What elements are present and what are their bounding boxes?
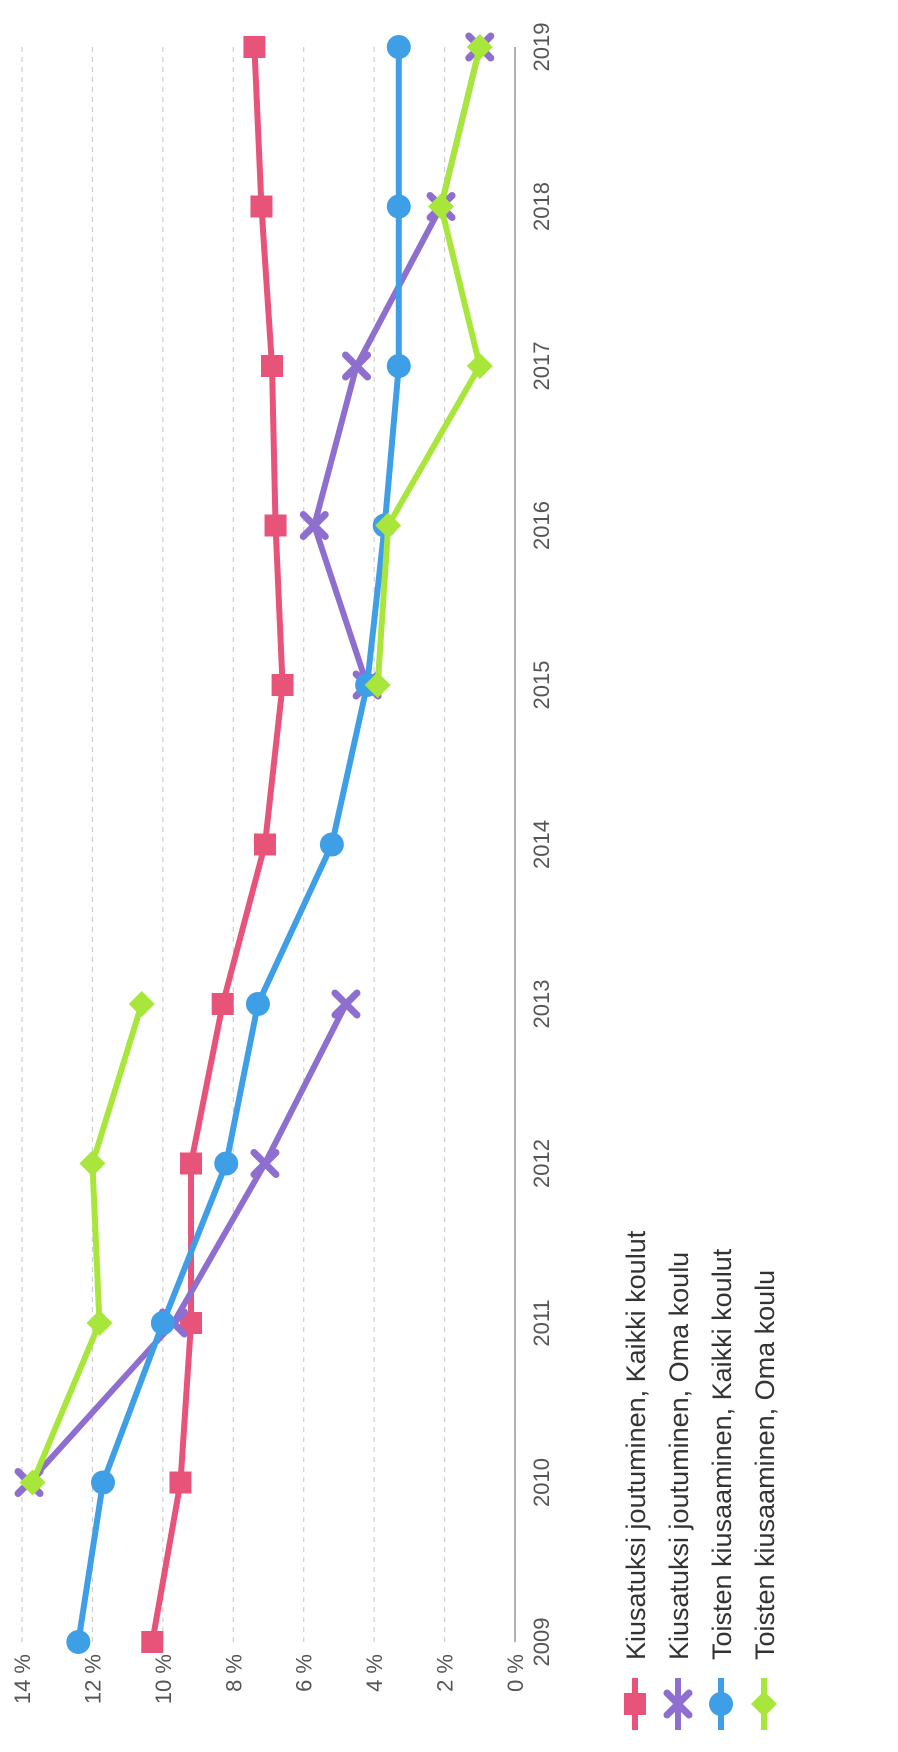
series-line: [75, 44, 402, 1645]
point-marker-circle: [386, 194, 411, 219]
point-marker-square: [243, 36, 266, 58]
legend-item: Toisten kiusaaminen, Oma koulu: [750, 1270, 780, 1730]
marker-stroke: [299, 511, 329, 540]
point-marker-square: [141, 1631, 164, 1653]
marker-stroke: [331, 989, 361, 1019]
point-marker-diamond: [19, 1469, 46, 1496]
marker-stroke: [250, 1149, 280, 1178]
point-marker-x: [663, 1689, 693, 1719]
point-marker-diamond: [128, 991, 155, 1017]
x-tick-label: 2011: [529, 1299, 554, 1346]
x-tick-label: 2010: [529, 1458, 554, 1507]
y-tick-label: 6 %: [292, 1654, 317, 1692]
axes: 0 % 2 % 4 % 6 % 8 % 10 % 12 % 14 % 2009 2010 2011 2…: [10, 23, 554, 1705]
point-marker-circle: [150, 1311, 175, 1335]
x-tick-label: 2012: [529, 1139, 554, 1188]
point-marker-circle: [386, 354, 411, 378]
legend-item: Kiusatuksi joutuminen, Oma koulu: [663, 1252, 694, 1730]
point-marker-square: [253, 833, 276, 856]
point-marker-diamond: [428, 193, 455, 220]
point-marker-x: [342, 351, 372, 381]
point-marker-x: [250, 1149, 280, 1178]
x-tick-label: 2016: [529, 501, 554, 550]
point-marker-circle: [245, 992, 270, 1016]
legend-item: Toisten kiusaaminen, Kaikki koulut: [707, 1248, 737, 1730]
point-marker-circle: [66, 1630, 91, 1654]
point-marker-square: [271, 674, 294, 696]
point-marker-x: [299, 511, 329, 540]
point-marker-square: [169, 1471, 192, 1494]
point-marker-square: [264, 514, 287, 537]
point-marker-square: [180, 1312, 203, 1334]
y-tick-label: 14 %: [10, 1654, 35, 1704]
series-lines: [14, 32, 495, 1654]
x-tick-label: 2017: [529, 342, 554, 391]
series-line: [26, 1001, 349, 1486]
x-tick-label: 2019: [529, 23, 554, 72]
series-group: [141, 36, 294, 1653]
series-group: [66, 35, 411, 1654]
legend-label: Kiusatuksi joutuminen, Oma koulu: [664, 1252, 694, 1660]
marker-stroke: [663, 1689, 693, 1719]
legend-label: Kiusatuksi joutuminen, Kaikki koulut: [621, 1230, 651, 1660]
point-marker-diamond: [86, 1310, 113, 1336]
point-marker-square: [250, 195, 273, 218]
point-marker-diamond: [466, 34, 493, 60]
x-tick-label: 2015: [529, 661, 554, 710]
legend-label: Toisten kiusaaminen, Kaikki koulut: [707, 1248, 737, 1660]
marker-stroke: [342, 351, 372, 381]
point-marker-x: [331, 989, 361, 1019]
point-marker-circle: [386, 35, 411, 59]
series-group: [14, 32, 495, 1497]
y-tick-label: 8 %: [221, 1654, 246, 1692]
x-tick-label: 2018: [529, 182, 554, 231]
point-marker-square: [211, 993, 234, 1015]
point-marker-diamond: [364, 672, 391, 698]
y-tick-label: 4 %: [362, 1654, 387, 1692]
y-tick-label: 2 %: [433, 1654, 458, 1692]
y-tick-label: 0 %: [503, 1654, 528, 1692]
legend: Kiusatuksi joutuminen, Kaikki koulut Kius…: [621, 1230, 780, 1730]
point-marker-diamond: [751, 1691, 777, 1717]
point-marker-diamond: [79, 1150, 106, 1177]
point-marker-circle: [214, 1151, 239, 1176]
point-marker-diamond: [375, 512, 402, 539]
point-marker-circle: [319, 832, 344, 857]
x-tick-label: 2013: [529, 980, 554, 1029]
x-tick-label: 2009: [529, 1618, 554, 1667]
point-marker-circle: [90, 1470, 115, 1495]
y-tick-label: 12 %: [80, 1654, 105, 1704]
point-marker-square: [624, 1693, 646, 1715]
point-marker-square: [180, 1152, 203, 1175]
y-tick-label: 10 %: [151, 1654, 176, 1704]
point-marker-square: [261, 355, 284, 377]
point-marker-diamond: [466, 353, 493, 379]
series-group: [19, 34, 493, 1496]
legend-item: Kiusatuksi joutuminen, Kaikki koulut: [621, 1230, 651, 1730]
series-line: [29, 1001, 145, 1486]
x-tick-label: 2014: [529, 820, 554, 869]
point-marker-circle: [709, 1692, 733, 1716]
legend-label: Toisten kiusaaminen, Oma koulu: [750, 1270, 780, 1660]
